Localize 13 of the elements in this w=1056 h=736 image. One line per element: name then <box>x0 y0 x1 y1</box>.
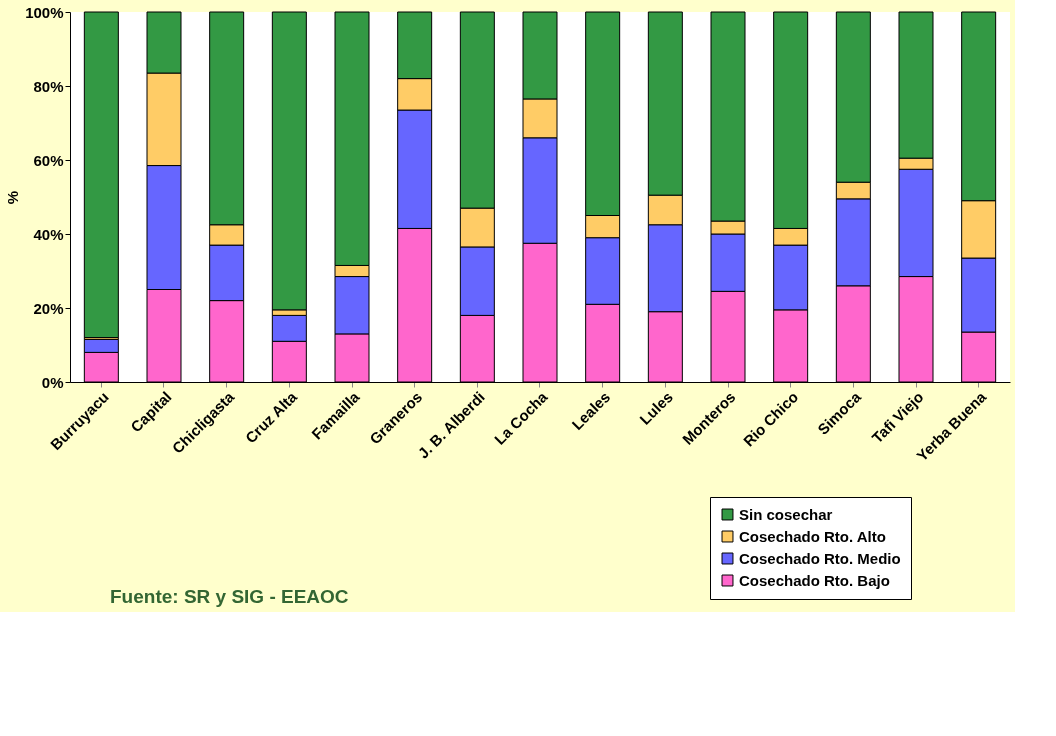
y-tick-label: 100% <box>25 3 64 21</box>
legend-label: Cosechado Rto. Bajo <box>739 571 890 589</box>
y-tick-label: 40% <box>33 225 64 243</box>
legend-label: Sin cosechar <box>739 505 833 523</box>
source-note: Fuente: SR y SIG - EEAOC <box>110 586 349 607</box>
legend-label: Cosechado Rto. Medio <box>739 549 901 567</box>
bar <box>83 11 119 339</box>
y-tick-label: 20% <box>33 299 64 317</box>
y-tick-label: 0% <box>41 373 64 391</box>
legend-label: Cosechado Rto. Alto <box>739 527 886 545</box>
y-axis-title: % <box>4 190 22 205</box>
y-tick-label: 60% <box>33 151 64 169</box>
y-tick-label: 80% <box>33 77 64 95</box>
